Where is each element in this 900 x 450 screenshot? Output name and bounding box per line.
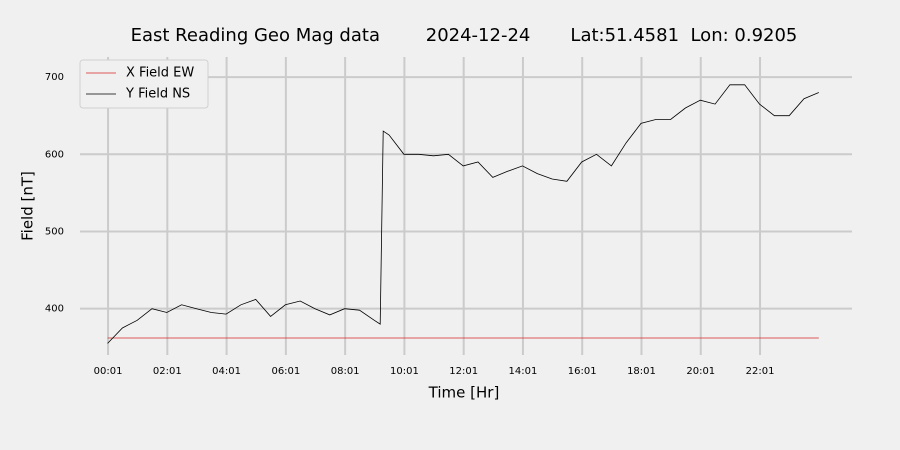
x-tick-label: 00:01 [94,366,123,377]
y-tick-label: 400 [45,304,64,315]
x-tick-label: 10:01 [390,366,419,377]
x-tick-label: 14:01 [509,366,538,377]
legend-label: Y Field NS [125,87,190,102]
y-tick-label: 700 [45,72,64,83]
y-tick-label: 500 [45,226,64,237]
x-tick-label: 06:01 [271,366,300,377]
x-tick-label: 18:01 [627,366,656,377]
chart-title: East Reading Geo Mag data 2024-12-24 Lat… [131,25,798,46]
legend-box [79,59,209,109]
x-tick-label: 16:01 [568,366,597,377]
x-axis-label: Time [Hr] [428,384,500,402]
x-tick-label: 22:01 [746,366,775,377]
x-tick-label: 02:01 [153,366,182,377]
x-tick-label: 04:01 [212,366,241,377]
x-tick-label: 20:01 [686,366,715,377]
legend-label: X Field EW [126,66,194,81]
x-tick-label: 12:01 [449,366,478,377]
y-tick-label: 600 [45,149,64,160]
series-line [107,84,819,344]
x-tick-label: 08:01 [331,366,360,377]
y-axis-label: Field [nT] [19,171,37,241]
